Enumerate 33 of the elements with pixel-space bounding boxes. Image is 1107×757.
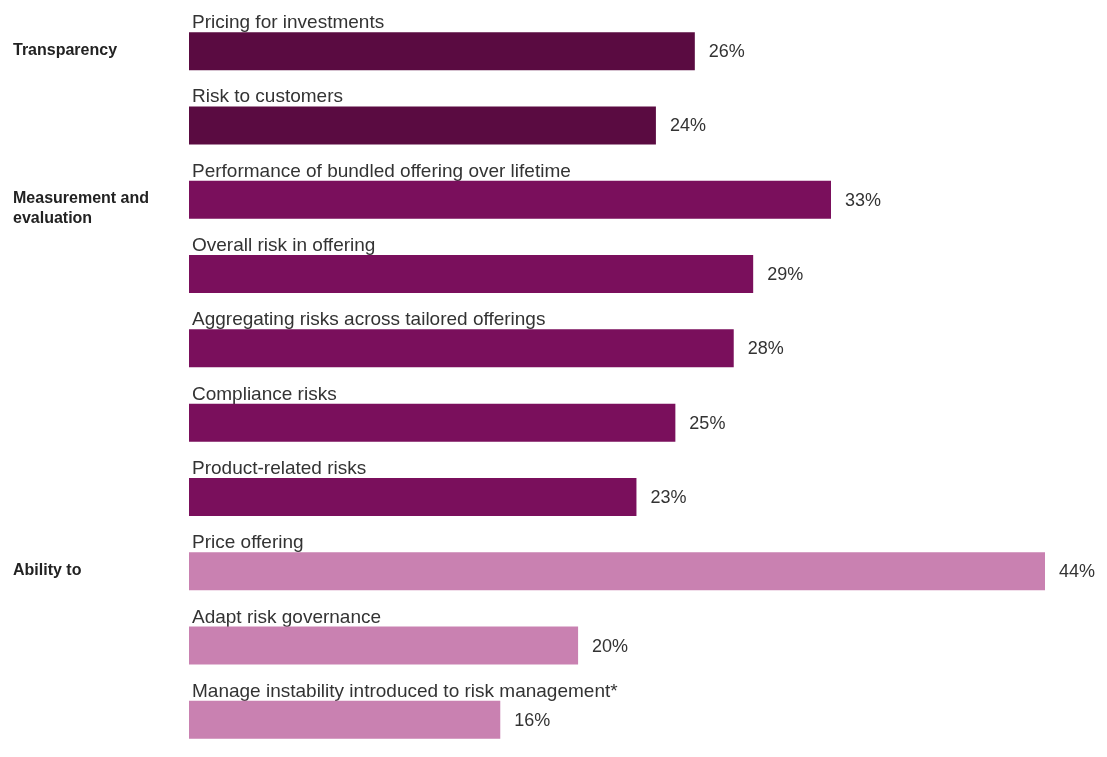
bar [189,255,754,294]
data-label: 23% [650,486,687,507]
y-tick-label: Pricing for investments [192,11,385,33]
y-tick-label: Adapt risk governance [192,605,382,627]
data-label: 28% [747,338,784,359]
data-label: 25% [689,412,726,433]
y-tick-label: Price offering [192,531,304,553]
bar [189,626,579,665]
text: Ability to [13,560,82,578]
text: Measurement and evaluation [13,189,154,227]
data-label: 44% [1059,561,1096,582]
y-tick-label: Aggregating risks across tailored offerings [192,308,546,330]
bar [189,180,831,219]
data-label: 26% [708,41,745,62]
y-tick-label: Compliance risks [192,382,337,404]
text: Transparency [13,40,118,58]
y-tick-label: Manage instability introduced to risk management* [192,679,619,701]
data-label: 29% [767,264,804,285]
y-tick-label: Product-related risks [192,456,367,478]
bar [189,552,1045,591]
bar [189,329,734,368]
data-label: 33% [845,189,882,210]
bar [189,403,676,442]
y-tick-label: Performance of bundled offering over lifetime [192,159,571,181]
data-label: 16% [514,709,551,730]
y-tick-label: Overall risk in offering [192,234,376,256]
bar [189,477,637,516]
y-tick-label: Risk to customers [192,85,343,107]
bar [189,32,695,71]
data-label: 20% [592,635,629,656]
bar [189,700,501,739]
data-label: 24% [669,115,706,136]
bar [189,106,656,145]
